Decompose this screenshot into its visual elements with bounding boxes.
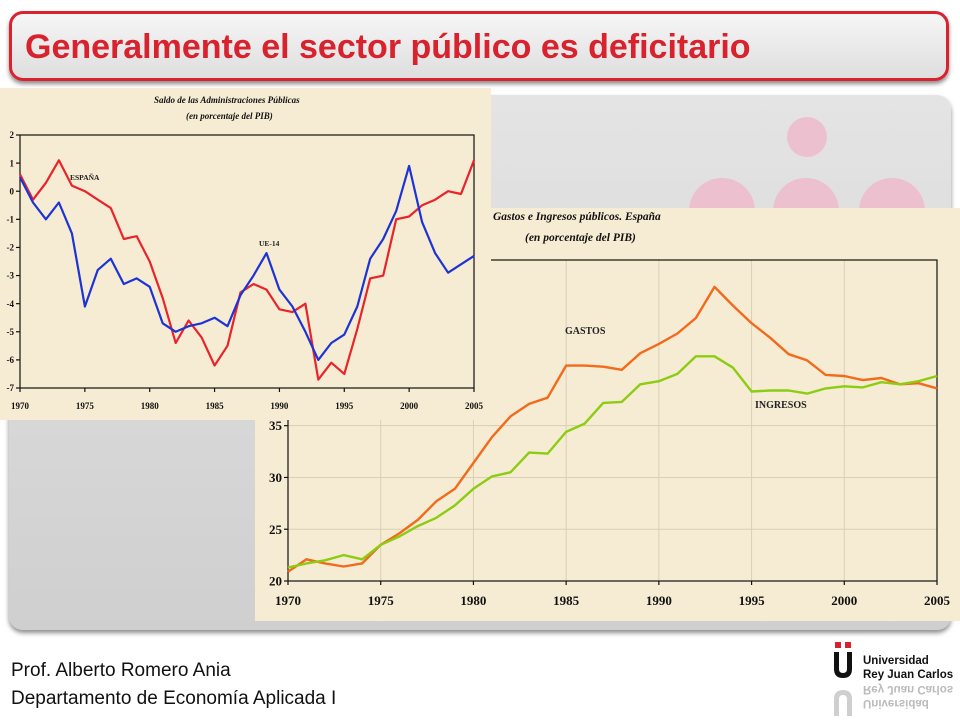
x-tick-label: 2000	[831, 593, 857, 608]
title-bar: Generalmente el sector público es defici…	[9, 11, 949, 81]
x-tick-label: 1970	[11, 401, 30, 411]
y-tick-label: 20	[269, 574, 282, 589]
y-tick-label: 25	[269, 522, 283, 537]
x-tick-label: 2000	[400, 401, 419, 411]
series-line-1	[19, 159, 476, 381]
x-tick-label: 1995	[739, 593, 766, 608]
x-tick-label: 1980	[460, 593, 486, 608]
footer-department: Departamento de Economía Aplicada I	[11, 688, 337, 709]
y-tick-label: -3	[7, 271, 15, 281]
series-label-2: INGRESOS	[755, 400, 807, 411]
saldo-chart: 1970 1975 1980 1985 1990 1995 2000 2005 2 1 0 -1 -2 -…	[0, 88, 491, 420]
decor-circle	[787, 117, 827, 157]
chart-subtitle: (en porcentaje del PIB)	[186, 111, 273, 121]
series-line-2	[287, 355, 938, 569]
x-tick-label: 1990	[646, 593, 672, 608]
gastos-ingresos-svg: 1970 1975 1980 1985 1990 1995 2000 2005 20 25 30 35…	[269, 211, 951, 608]
x-tick-label: 2005	[924, 593, 951, 608]
page-title: Generalmente el sector público es defici…	[25, 28, 751, 66]
series-line-2	[19, 164, 475, 361]
series-label-2: UE-14	[259, 239, 280, 248]
y-tick-label: -6	[7, 355, 15, 365]
x-tick-label: 1985	[553, 593, 580, 608]
y-tick-label: -5	[7, 327, 15, 337]
university-logo: Universidad Rey Juan Carlos Rey Juan Car…	[830, 640, 954, 718]
y-tick-label: 35	[269, 418, 283, 433]
series-label-1: GASTOS	[565, 326, 606, 337]
university-u-logo-icon	[834, 642, 852, 716]
y-tick-label: -2	[7, 243, 15, 253]
plot-frame	[19, 134, 475, 389]
y-tick-label: 1	[10, 158, 15, 168]
plot-frame	[287, 259, 938, 582]
x-tick-label: 1990	[270, 401, 289, 411]
y-tick-label: 2	[10, 130, 15, 140]
footer-author: Prof. Alberto Romero Ania	[11, 660, 231, 681]
x-tick-label: 2005	[465, 401, 484, 411]
x-tick-label: 1995	[335, 401, 354, 411]
x-tick-label: 1975	[368, 593, 395, 608]
chart-title: Saldo de las Administraciones Públicas	[154, 95, 300, 105]
y-tick-label: -7	[7, 383, 15, 393]
x-tick-label: 1980	[141, 401, 160, 411]
y-tick-label: 0	[10, 186, 15, 196]
logo-line1-reflection: Universidad	[863, 697, 929, 709]
logo-line2: Rey Juan Carlos	[863, 669, 954, 681]
saldo-svg: 1970 1975 1980 1985 1990 1995 2000 2005 2 1 0 -1 -2 -…	[7, 95, 484, 411]
x-tick-label: 1985	[206, 401, 225, 411]
y-tick-label: -1	[7, 214, 15, 224]
logo-line2-reflection: Rey Juan Carlos	[863, 683, 954, 695]
logo-line1: Universidad	[863, 655, 929, 667]
y-tick-label: -4	[7, 299, 15, 309]
x-tick-label: 1975	[76, 401, 95, 411]
chart-title: Gastos e Ingresos públicos. España	[493, 211, 661, 223]
series-label-1: ESPAÑA	[70, 173, 100, 182]
chart-subtitle: (en porcentaje del PIB)	[525, 232, 636, 244]
y-tick-label: 30	[269, 470, 282, 485]
series-line-1	[287, 285, 938, 573]
x-tick-label: 1970	[275, 593, 301, 608]
